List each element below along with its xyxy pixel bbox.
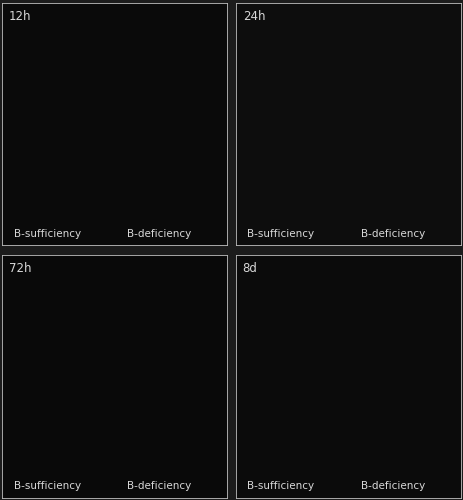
- Text: B-sufficiency: B-sufficiency: [14, 482, 81, 492]
- Text: B-deficiency: B-deficiency: [127, 229, 192, 239]
- Text: 12h: 12h: [9, 10, 31, 23]
- Text: B-sufficiency: B-sufficiency: [247, 229, 314, 239]
- Text: 24h: 24h: [243, 10, 265, 23]
- Text: B-sufficiency: B-sufficiency: [247, 482, 314, 492]
- Text: 8d: 8d: [243, 262, 257, 275]
- Text: B-deficiency: B-deficiency: [127, 482, 192, 492]
- Text: 72h: 72h: [9, 262, 31, 275]
- Text: B-sufficiency: B-sufficiency: [14, 229, 81, 239]
- Text: B-deficiency: B-deficiency: [361, 229, 425, 239]
- Text: B-deficiency: B-deficiency: [361, 482, 425, 492]
